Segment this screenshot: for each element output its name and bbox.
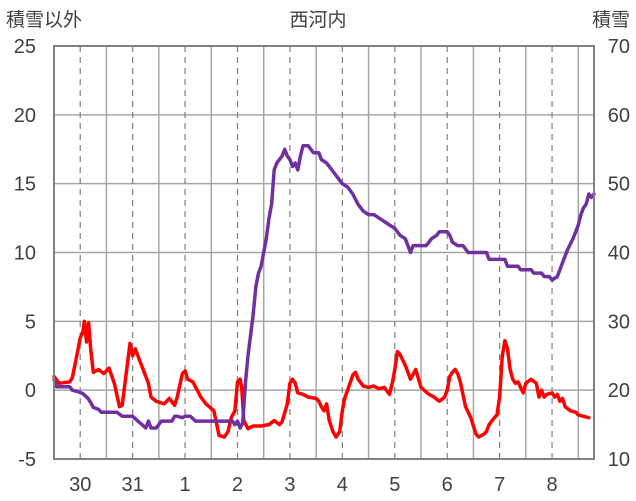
- x-tick-day: 5: [389, 474, 400, 496]
- series-line-other: [52, 319, 591, 439]
- y-tick-left: 20: [14, 105, 36, 127]
- x-tick-day: 30: [69, 474, 91, 496]
- y-tick-left: 10: [14, 243, 36, 265]
- y-axis-left-title: 積雪以外: [6, 9, 82, 31]
- y-tick-right: 20: [608, 380, 630, 402]
- y-tick-right: 10: [608, 449, 630, 471]
- x-tick-day: 7: [494, 474, 505, 496]
- x-tick-day: 3: [284, 474, 295, 496]
- y-tick-left: 0: [25, 380, 36, 402]
- y-axis-right-ticks: 10 20 30 40 50 60 70: [608, 36, 630, 471]
- x-tick-day: 31: [122, 474, 144, 496]
- x-tick-day: 4: [337, 474, 348, 496]
- y-tick-left: -5: [18, 449, 36, 471]
- plot-border: [53, 45, 595, 460]
- series-line-snow-depth: [52, 144, 596, 430]
- y-axis-left-ticks: -5 0 5 10 15 20 25: [14, 36, 36, 471]
- y-tick-left: 15: [14, 174, 36, 196]
- y-tick-right: 70: [608, 36, 630, 58]
- y-tick-right: 60: [608, 105, 630, 127]
- y-tick-right: 30: [608, 311, 630, 333]
- y-tick-right: 40: [608, 243, 630, 265]
- x-axis-ticks: 30 31 1 2 3 4 5 6 7 8: [69, 474, 558, 496]
- x-tick-day: 1: [180, 474, 191, 496]
- x-tick-day: 6: [442, 474, 453, 496]
- chart-title: 西河内: [289, 9, 346, 31]
- y-tick-left: 25: [14, 36, 36, 58]
- y-tick-left: 5: [25, 311, 36, 333]
- x-tick-day: 8: [546, 474, 557, 496]
- x-tick-day: 2: [232, 474, 243, 496]
- series-lines: [52, 144, 596, 439]
- y-tick-right: 50: [608, 174, 630, 196]
- y-axis-right-title: 積雪: [592, 9, 630, 31]
